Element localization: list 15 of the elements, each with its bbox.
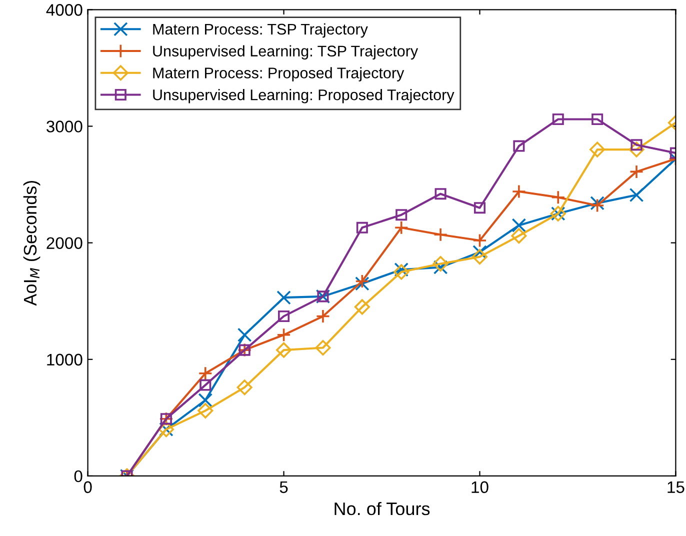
x-axis-title: No. of Tours: [334, 502, 430, 516]
y-tick-label: 0: [74, 470, 82, 482]
x-tick-label: 5: [280, 481, 288, 494]
y-tick-label: 4000: [46, 4, 82, 16]
legend-label: Unsupervised Learning: TSP Trajectory: [153, 45, 418, 60]
y-axis-title: AoI$_{M}$ (Seconds): [23, 180, 40, 306]
legend-label: Unsupervised Learning: Proposed Trajectory: [153, 89, 454, 104]
legend-label: Matern Process: TSP Trajectory: [153, 23, 368, 38]
x-tick-label: 0: [84, 481, 92, 494]
x-tick-label: 15: [668, 481, 684, 494]
legend-label: Matern Process: Proposed Trajectory: [153, 67, 404, 82]
y-tick-label: 2000: [46, 237, 82, 250]
y-tick-label: 3000: [46, 120, 82, 132]
y-tick-label: 1000: [47, 354, 82, 366]
x-tick-label: 10: [472, 481, 488, 494]
